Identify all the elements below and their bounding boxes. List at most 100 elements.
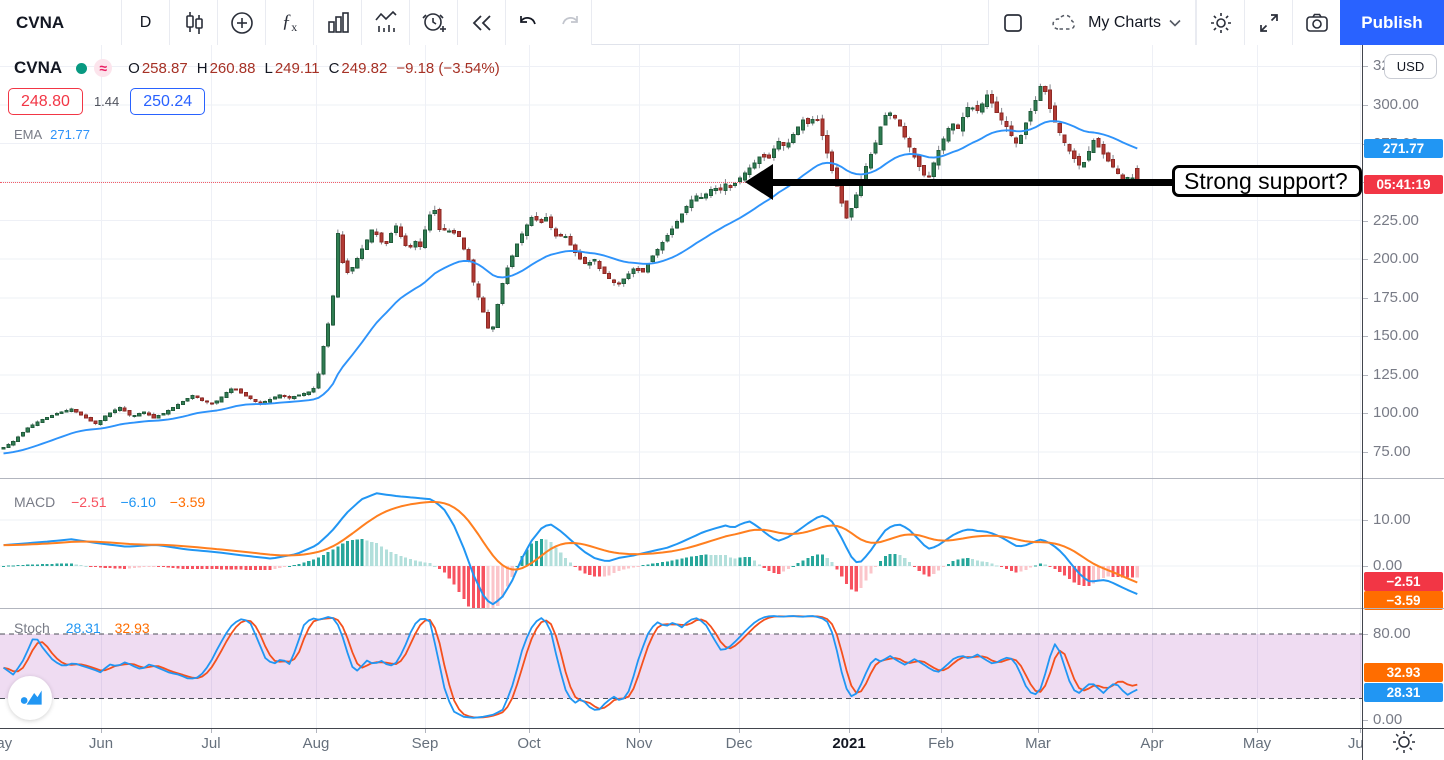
- time-axis-label: Jul: [201, 735, 221, 752]
- time-axis-tick: [211, 729, 212, 733]
- support-arrow-head[interactable]: [745, 164, 773, 200]
- pane-divider[interactable]: [0, 608, 1444, 609]
- sell-bid-button[interactable]: 248.80: [8, 88, 83, 115]
- snapshot-button[interactable]: [1292, 0, 1340, 45]
- ema-value: 271.77: [50, 127, 90, 142]
- fullscreen-button[interactable]: [1244, 0, 1292, 45]
- stoch-d-badge: 32.93: [1364, 662, 1443, 682]
- current-price-dotted-line: [0, 182, 1362, 183]
- ohlc-open-label: O: [128, 59, 140, 77]
- time-axis-label: May: [1242, 735, 1272, 752]
- stoch-d-value: 32.93: [114, 620, 150, 636]
- bid-ask-row: 248.80 1.44 250.24: [8, 88, 206, 115]
- publish-button[interactable]: Publish: [1340, 0, 1444, 45]
- time-axis-label: Feb: [928, 735, 954, 752]
- time-axis-tick: [849, 729, 850, 733]
- layout-grid-icon: [1001, 11, 1025, 35]
- time-axis-label: Mar: [1025, 735, 1051, 752]
- ohlc-high-value: 260.88: [209, 59, 256, 77]
- tradingview-logo[interactable]: [8, 676, 52, 720]
- macd-legend[interactable]: MACD −2.51 −6.10 −3.59: [14, 494, 205, 510]
- sun-icon[interactable]: [1391, 729, 1417, 760]
- time-axis-tick: [639, 729, 640, 733]
- approx-price-icon: ≈: [94, 59, 113, 77]
- financials-button[interactable]: [314, 0, 362, 45]
- change-value: −9.18 (−3.54%): [396, 59, 500, 77]
- legend-symbol[interactable]: CVNA: [14, 58, 63, 77]
- macd-pane[interactable]: [0, 478, 1362, 608]
- support-line-drawing[interactable]: [770, 179, 1176, 186]
- time-axis-tick: [1152, 729, 1153, 733]
- compare-plus-icon: [229, 10, 255, 36]
- price-axis-label: 300.00: [1363, 96, 1444, 114]
- macd-label: MACD: [14, 494, 56, 510]
- currency-label: USD: [1396, 59, 1425, 74]
- pane-divider[interactable]: [0, 478, 1444, 479]
- chart-style-button[interactable]: [170, 0, 218, 45]
- main-price-pane[interactable]: [0, 45, 1362, 478]
- ema-legend[interactable]: EMA 271.77: [14, 127, 90, 142]
- indicators-button[interactable]: ƒx: [266, 0, 314, 45]
- time-axis-tick: [425, 729, 426, 733]
- time-axis-label: Jun: [88, 735, 114, 752]
- ohlc-low-label: L: [264, 59, 273, 77]
- time-axis-tick: [529, 729, 530, 733]
- stoch-legend[interactable]: Stoch 28.31 32.93: [14, 620, 150, 636]
- spread-value: 1.44: [93, 94, 120, 109]
- chart-settings-button[interactable]: [1196, 0, 1244, 45]
- stoch-label: Stoch: [14, 620, 50, 636]
- stoch-pane[interactable]: [0, 608, 1362, 728]
- bar-replay-button[interactable]: [458, 0, 506, 45]
- compare-button[interactable]: [218, 0, 266, 45]
- my-charts-button[interactable]: My Charts: [1036, 0, 1196, 45]
- cloud-icon: [1050, 12, 1080, 34]
- price-axis[interactable]: USD 325.00300.00275.00250.00225.00200.00…: [1363, 45, 1444, 728]
- settings-gear-icon: [1208, 10, 1234, 36]
- ohlc-low-value: 249.11: [274, 59, 320, 77]
- time-axis-label: Nov: [625, 735, 653, 752]
- price-axis-label: 80.00: [1363, 625, 1444, 643]
- undo-button[interactable]: [506, 0, 549, 45]
- interval-button[interactable]: D: [122, 0, 170, 45]
- price-axis-label: 0.00: [1363, 557, 1444, 575]
- symbol-search-button[interactable]: CVNA: [0, 0, 122, 45]
- time-axis-label: Aug: [302, 735, 330, 752]
- time-axis-tick: [1360, 729, 1361, 733]
- price-axis-label: 0.00: [1363, 711, 1444, 729]
- macd-hist-value: −2.51: [71, 494, 107, 510]
- stoch-k-badge: 28.31: [1364, 682, 1443, 702]
- redo-button[interactable]: [549, 0, 592, 45]
- time-axis-label: Apr: [1140, 735, 1164, 752]
- ohlc-close-value: 249.82: [341, 59, 388, 77]
- time-axis-label: 2021: [832, 735, 866, 752]
- time-axis-label: Sep: [411, 735, 439, 752]
- price-axis-label: 100.00: [1363, 404, 1444, 422]
- buy-ask-button[interactable]: 250.24: [130, 88, 206, 115]
- redo-icon: [558, 11, 582, 35]
- publish-label: Publish: [1361, 12, 1423, 32]
- currency-toggle-button[interactable]: USD: [1384, 54, 1437, 79]
- time-axis-corner: [1363, 729, 1444, 760]
- alert-button[interactable]: [410, 0, 458, 45]
- interval-label: D: [139, 13, 152, 31]
- my-charts-label: My Charts: [1088, 13, 1161, 31]
- financials-icon: [325, 10, 351, 36]
- stoch-k-value: 28.31: [65, 620, 101, 636]
- undo-icon: [516, 11, 540, 35]
- price-axis-label: 175.00: [1363, 289, 1444, 307]
- symbol-legend[interactable]: CVNA ≈ O 258.87 H 260.88 L 249.11 C 249.82 −…: [14, 58, 500, 78]
- alert-clock-icon: [421, 10, 447, 36]
- time-axis-label: May: [0, 735, 13, 752]
- top-toolbar: CVNA D ƒx: [0, 0, 1444, 45]
- price-axis-label: 150.00: [1363, 327, 1444, 345]
- replay-icon: [469, 10, 495, 36]
- fullscreen-icon: [1257, 11, 1281, 35]
- layout-button[interactable]: [988, 0, 1037, 45]
- ohlc-high-label: H: [196, 59, 208, 77]
- time-axis[interactable]: May Jun Jul Aug Sep Oct Nov Dec 2021 Feb Mar Apr May…: [0, 729, 1444, 760]
- chevron-down-icon: [1169, 19, 1181, 27]
- templates-button[interactable]: [362, 0, 410, 45]
- support-text-box[interactable]: Strong support?: [1172, 165, 1362, 197]
- camera-icon: [1304, 10, 1330, 36]
